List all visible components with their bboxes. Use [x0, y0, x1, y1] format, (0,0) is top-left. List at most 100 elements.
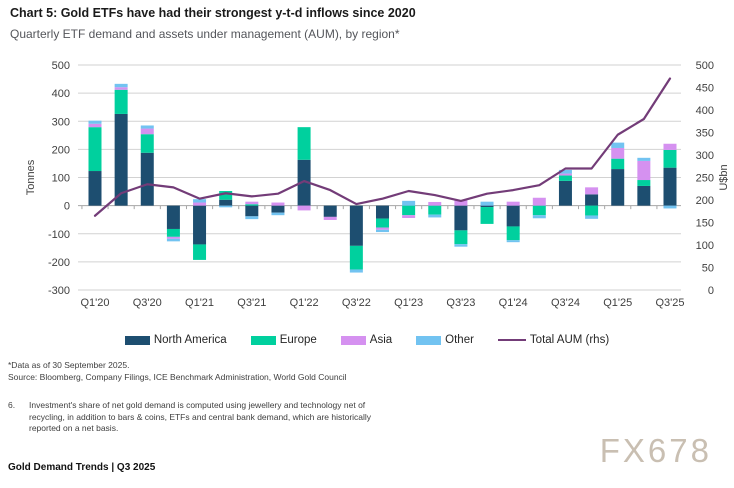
bar-segment-asia [454, 200, 468, 206]
bar-segment-other [506, 240, 520, 243]
bar-segment-asia [375, 227, 389, 230]
bar-segment-north-america [271, 205, 285, 213]
bar-segment-europe [454, 230, 468, 245]
right-axis-tick-label: 300 [696, 150, 714, 162]
legend-label: Total AUM (rhs) [529, 334, 610, 346]
bar-segment-north-america [297, 159, 311, 206]
legend-item-asia: Asia [340, 334, 393, 346]
x-axis-label: Q1'20 [80, 297, 109, 309]
bar-segment-europe [480, 207, 494, 224]
x-axis-label: Q1'24 [499, 297, 528, 309]
bar-segment-other [193, 199, 207, 203]
bar-segment-other [245, 216, 259, 220]
legend-swatch [340, 335, 366, 345]
bar-segment-other [402, 200, 416, 206]
bar-segment-europe [140, 134, 154, 153]
bar-segment-north-america [166, 205, 180, 229]
bar-segment-asia [585, 187, 599, 195]
right-axis-tick-label: 250 [696, 173, 714, 185]
bar-segment-other [428, 214, 442, 218]
x-axis-label: Q3'21 [237, 297, 266, 309]
legend-label: Other [445, 334, 474, 346]
bar-segment-asia [245, 201, 259, 205]
bar-segment-europe [375, 218, 389, 228]
bar-segment-asia [88, 123, 102, 128]
legend-item-europe: Europe [250, 334, 317, 346]
bar-segment-other [637, 157, 651, 161]
x-axis-label: Q3'22 [342, 297, 371, 309]
bar-segment-other [585, 215, 599, 219]
bar-segment-europe [166, 228, 180, 237]
bar-segment-asia [428, 201, 442, 206]
bar-segment-europe [349, 245, 363, 270]
left-axis-tick-label: 200 [52, 144, 70, 156]
bar-segment-asia [532, 197, 546, 206]
right-axis-tick-label: 100 [696, 240, 714, 252]
bar-segment-europe [245, 204, 259, 206]
bar-segment-north-america [114, 113, 128, 206]
x-axis-label: Q1'22 [290, 297, 319, 309]
bar-segment-north-america [349, 205, 363, 246]
bar-segment-north-america [585, 194, 599, 206]
bar-segment-north-america [140, 152, 154, 206]
bar-segment-other [271, 212, 285, 216]
bar-segment-other [219, 205, 233, 208]
bar-segment-north-america [219, 199, 233, 206]
source-note: Source: Bloomberg, Company Filings, ICE … [8, 372, 347, 382]
chart-title: Chart 5: Gold ETFs have had their strong… [10, 6, 416, 20]
left-axis-tick-label: -200 [48, 257, 70, 269]
bar-segment-north-america [506, 205, 520, 227]
bar-segment-north-america [480, 205, 494, 208]
bar-segment-other [140, 125, 154, 129]
bar-segment-other [480, 201, 494, 206]
left-axis-tick-label: -100 [48, 229, 70, 241]
chart-legend: North America Europe Asia Other Total AUM (r… [0, 331, 734, 349]
bar-segment-europe [506, 226, 520, 241]
right-axis-tick-label: 350 [696, 128, 714, 140]
bar-segment-other [663, 205, 677, 209]
bar-segment-other [532, 215, 546, 219]
legend-label: North America [153, 334, 227, 346]
data-as-of-note: *Data as of 30 September 2025. [8, 360, 130, 370]
chart-subtitle: Quarterly ETF demand and assets under ma… [10, 27, 400, 41]
legend-item-total-aum-rhs-: Total AUM (rhs) [497, 334, 610, 346]
bar-segment-europe [88, 127, 102, 172]
x-axis-label: Q1'21 [185, 297, 214, 309]
left-axis-tick-label: 0 [64, 201, 70, 213]
left-axis-tick-label: 300 [52, 116, 70, 128]
bar-segment-europe [532, 205, 546, 216]
legend-item-north-america: North America [124, 334, 227, 346]
bar-segment-north-america [637, 185, 651, 206]
bar-segment-north-america [245, 205, 259, 217]
x-axis-label: Q3'23 [446, 297, 475, 309]
bar-segment-europe [402, 205, 416, 216]
bar-segment-europe [297, 127, 311, 160]
bar-segment-europe [611, 158, 625, 170]
bar-segment-asia [663, 143, 677, 150]
x-axis-label: Q3'20 [133, 297, 162, 309]
bar-segment-north-america [88, 171, 102, 206]
numbered-footnote: 6. Investment's share of net gold demand… [8, 400, 381, 435]
legend-label: Asia [369, 334, 393, 346]
bar-segment-other [611, 142, 625, 148]
footnote-number: 6. [8, 400, 16, 410]
bar-segment-other [558, 169, 572, 174]
bar-segment-asia [271, 202, 285, 206]
bar-segment-north-america [663, 167, 677, 206]
right-axis-tick-label: 200 [696, 195, 714, 207]
right-axis-tick-label: 450 [696, 83, 714, 95]
etf-flows-aum-chart: 500 400 300 200 100 0 -100 -200 -300 0 50 100 150 200… [25, 60, 730, 309]
left-axis-tick-label: 400 [52, 88, 70, 100]
bar-segment-europe [663, 149, 677, 168]
bar-segment-asia [558, 173, 572, 176]
bar-segment-north-america [454, 205, 468, 231]
right-axis-tick-label: 50 [702, 263, 714, 275]
bar-segment-north-america [558, 180, 572, 206]
left-axis-tick-label: 100 [52, 173, 70, 185]
legend-swatch [497, 338, 526, 342]
bar-segment-north-america [323, 205, 337, 217]
bar-segment-asia [637, 160, 651, 181]
bar-segment-other [375, 229, 389, 233]
legend-swatch [124, 335, 150, 345]
